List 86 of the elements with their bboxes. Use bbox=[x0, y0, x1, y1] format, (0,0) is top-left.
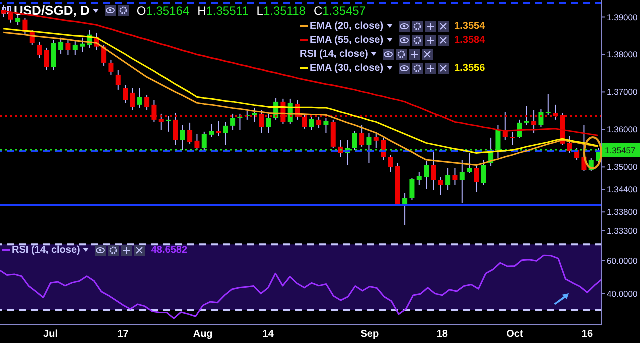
y-tick-label: 1.37000 bbox=[607, 87, 638, 98]
candlestick bbox=[302, 114, 308, 130]
x-tick-label: 17 bbox=[118, 329, 130, 340]
y-tick-label: 40.0000 bbox=[607, 288, 638, 299]
candlestick bbox=[460, 160, 465, 204]
candlestick bbox=[524, 106, 530, 126]
candlestick bbox=[37, 41, 42, 59]
candlestick bbox=[431, 152, 436, 191]
candlestick bbox=[173, 112, 178, 146]
candlestick bbox=[510, 131, 516, 146]
candlestick bbox=[416, 172, 422, 186]
candlestick bbox=[194, 134, 200, 151]
candlestick bbox=[166, 116, 172, 132]
candlestick bbox=[410, 178, 415, 201]
annotation: 1.3554 bbox=[454, 20, 486, 32]
candlestick bbox=[51, 40, 56, 71]
candlestick bbox=[130, 88, 136, 111]
candlestick bbox=[216, 120, 222, 137]
candlestick bbox=[316, 116, 322, 129]
legend-label: EMA (30, close) bbox=[310, 62, 384, 74]
y-tick-label: 1.33300 bbox=[607, 226, 638, 236]
annotation: RSI (14, close) bbox=[300, 48, 368, 60]
candlestick bbox=[360, 124, 365, 148]
candlestick bbox=[546, 94, 551, 116]
x-tick-label: Oct bbox=[506, 329, 524, 340]
candlestick bbox=[553, 104, 558, 120]
x-tick-label: 16 bbox=[582, 329, 594, 340]
candlestick bbox=[452, 168, 458, 186]
annotation: 48.6582 bbox=[151, 244, 188, 256]
candlestick bbox=[252, 107, 258, 123]
candlestick bbox=[72, 40, 78, 56]
candlestick bbox=[108, 59, 114, 76]
candlestick bbox=[58, 37, 64, 54]
candlestick bbox=[230, 113, 236, 131]
candlestick bbox=[467, 152, 472, 174]
x-tick-label: 18 bbox=[436, 329, 448, 340]
legend-label: RSI (14, close) bbox=[12, 244, 80, 256]
candlestick bbox=[137, 88, 142, 108]
x-tick-label: Aug bbox=[193, 329, 213, 340]
y-tick-label: 1.34400 bbox=[607, 184, 638, 195]
candlestick bbox=[44, 47, 50, 71]
candlestick bbox=[209, 124, 214, 138]
y-tick-label: 1.36000 bbox=[607, 124, 638, 135]
candlestick bbox=[123, 84, 128, 104]
line-series bbox=[0, 254, 603, 320]
x-tick-label: Jul bbox=[44, 329, 58, 340]
candlestick bbox=[388, 154, 394, 173]
candlestick bbox=[116, 70, 121, 90]
candlestick bbox=[188, 122, 193, 144]
candlestick bbox=[266, 113, 272, 134]
legend-label: EMA (20, close) bbox=[310, 20, 384, 32]
y-tick-label: 1.33800 bbox=[607, 207, 638, 218]
x-tick-label: 14 bbox=[262, 329, 274, 340]
x-tick-label: Sep bbox=[360, 329, 380, 340]
annotation: 1.3584 bbox=[454, 34, 486, 46]
candlestick bbox=[8, 10, 14, 24]
chart-subtitle: O1.35164 H1.35511 L1.35118 C1.35457 bbox=[136, 4, 366, 18]
candlestick bbox=[374, 132, 379, 149]
candlestick bbox=[66, 40, 71, 56]
candlestick bbox=[144, 94, 150, 111]
candlestick bbox=[238, 113, 243, 131]
annotation: 1.3556 bbox=[454, 62, 486, 74]
legend-label: EMA (55, close) bbox=[310, 34, 384, 46]
candlestick bbox=[259, 110, 264, 134]
candlestick bbox=[102, 44, 107, 66]
candlestick bbox=[80, 37, 86, 53]
y-tick-label: 1.38000 bbox=[607, 50, 638, 60]
y-tick-label: 60.0000 bbox=[607, 256, 638, 266]
candlestick bbox=[309, 116, 314, 131]
candlestick bbox=[446, 168, 451, 191]
candlestick bbox=[438, 176, 444, 196]
candlestick bbox=[223, 122, 228, 146]
candlestick bbox=[481, 160, 486, 186]
candlestick bbox=[474, 164, 480, 193]
candlestick bbox=[532, 110, 537, 134]
candlestick bbox=[158, 113, 164, 131]
ref-line-label: 1.35457 bbox=[605, 146, 636, 156]
candlestick bbox=[324, 118, 329, 134]
y-tick-label: 1.39000 bbox=[607, 12, 638, 22]
candlestick bbox=[424, 160, 430, 190]
candlestick bbox=[152, 100, 157, 123]
candlestick bbox=[567, 136, 572, 154]
candlestick bbox=[538, 108, 544, 128]
y-tick-label: 1.35000 bbox=[607, 162, 638, 172]
candlestick bbox=[338, 140, 344, 158]
chart-title: USD/SGD, D bbox=[14, 3, 90, 18]
